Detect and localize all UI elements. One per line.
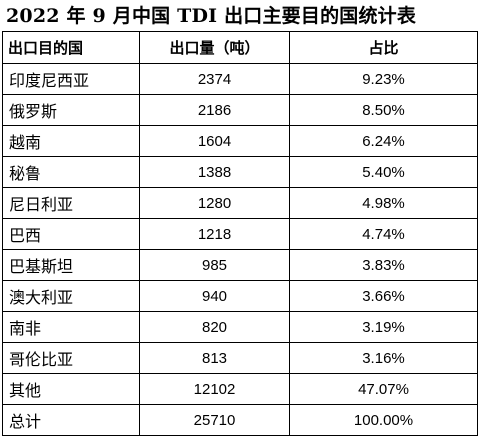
cell-volume: 813 <box>139 342 290 374</box>
cell-share: 3.83% <box>289 249 478 281</box>
table-row: 哥伦比亚 813 3.16% <box>2 342 478 374</box>
cell-volume: 1280 <box>139 187 290 219</box>
cell-share: 4.74% <box>289 218 478 250</box>
cell-volume: 820 <box>139 311 290 343</box>
table-row: 巴基斯坦 985 3.83% <box>2 249 478 281</box>
cell-share: 100.00% <box>289 404 478 436</box>
table-row: 秘鲁 1388 5.40% <box>2 156 478 188</box>
cell-volume: 1218 <box>139 218 290 250</box>
cell-share: 5.40% <box>289 156 478 188</box>
table-row: 南非 820 3.19% <box>2 311 478 343</box>
column-header-country: 出口目的国 <box>2 31 140 64</box>
cell-country: 哥伦比亚 <box>2 342 140 374</box>
cell-country: 巴基斯坦 <box>2 249 140 281</box>
table-row: 尼日利亚 1280 4.98% <box>2 187 478 219</box>
table-total-row: 总计 25710 100.00% <box>2 404 478 436</box>
column-header-volume: 出口量（吨） <box>139 31 290 64</box>
cell-volume: 985 <box>139 249 290 281</box>
cell-country: 总计 <box>2 404 140 436</box>
table-row: 其他 12102 47.07% <box>2 373 478 405</box>
table-header-row: 出口目的国 出口量（吨） 占比 <box>2 31 478 64</box>
page-title: 2022 年 9 月中国 TDI 出口主要目的国统计表 <box>6 5 417 27</box>
cell-country: 俄罗斯 <box>2 94 140 126</box>
cell-share: 3.66% <box>289 280 478 312</box>
table-row: 澳大利亚 940 3.66% <box>2 280 478 312</box>
table-row: 越南 1604 6.24% <box>2 125 478 157</box>
cell-country: 南非 <box>2 311 140 343</box>
cell-volume: 2374 <box>139 63 290 95</box>
cell-volume: 940 <box>139 280 290 312</box>
table-body: 印度尼西亚 2374 9.23% 俄罗斯 2186 8.50% 越南 1604 … <box>2 63 478 436</box>
cell-share: 3.19% <box>289 311 478 343</box>
export-destination-table: 出口目的国 出口量（吨） 占比 印度尼西亚 2374 9.23% 俄罗斯 218… <box>2 31 478 436</box>
cell-country: 尼日利亚 <box>2 187 140 219</box>
cell-volume: 12102 <box>139 373 290 405</box>
cell-share: 8.50% <box>289 94 478 126</box>
cell-volume: 2186 <box>139 94 290 126</box>
cell-share: 6.24% <box>289 125 478 157</box>
cell-volume: 1388 <box>139 156 290 188</box>
cell-country: 其他 <box>2 373 140 405</box>
table-row: 巴西 1218 4.74% <box>2 218 478 250</box>
cell-share: 3.16% <box>289 342 478 374</box>
cell-share: 47.07% <box>289 373 478 405</box>
cell-country: 澳大利亚 <box>2 280 140 312</box>
cell-country: 印度尼西亚 <box>2 63 140 95</box>
table-row: 印度尼西亚 2374 9.23% <box>2 63 478 95</box>
cell-share: 4.98% <box>289 187 478 219</box>
cell-volume: 25710 <box>139 404 290 436</box>
cell-volume: 1604 <box>139 125 290 157</box>
column-header-share: 占比 <box>289 31 478 64</box>
cell-country: 越南 <box>2 125 140 157</box>
cell-share: 9.23% <box>289 63 478 95</box>
table-row: 俄罗斯 2186 8.50% <box>2 94 478 126</box>
cell-country: 秘鲁 <box>2 156 140 188</box>
cell-country: 巴西 <box>2 218 140 250</box>
